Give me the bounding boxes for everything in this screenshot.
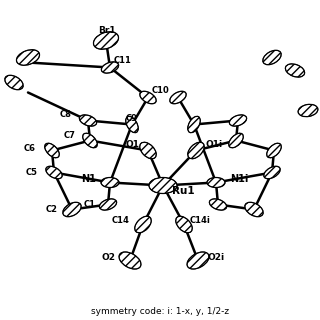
Ellipse shape xyxy=(187,252,209,269)
Ellipse shape xyxy=(264,166,280,179)
Ellipse shape xyxy=(126,116,138,133)
Ellipse shape xyxy=(45,143,59,158)
Text: N1i: N1i xyxy=(230,173,248,183)
Text: C6: C6 xyxy=(24,144,36,153)
Text: C5: C5 xyxy=(26,168,38,177)
Ellipse shape xyxy=(229,133,243,148)
Ellipse shape xyxy=(149,178,177,194)
Ellipse shape xyxy=(263,50,281,65)
Ellipse shape xyxy=(16,50,40,65)
Ellipse shape xyxy=(209,199,227,210)
Text: C11: C11 xyxy=(114,56,132,65)
Text: Br1: Br1 xyxy=(98,26,116,35)
Ellipse shape xyxy=(5,75,23,90)
Text: C1: C1 xyxy=(84,200,96,209)
Text: O1: O1 xyxy=(126,140,140,149)
Ellipse shape xyxy=(176,216,192,233)
Text: O2i: O2i xyxy=(208,253,225,262)
Text: O2: O2 xyxy=(102,253,116,262)
Ellipse shape xyxy=(188,142,204,159)
Ellipse shape xyxy=(267,143,281,158)
Ellipse shape xyxy=(135,216,151,233)
Text: C14: C14 xyxy=(112,216,130,225)
Ellipse shape xyxy=(100,199,116,210)
Text: C8: C8 xyxy=(60,110,72,119)
Ellipse shape xyxy=(93,32,118,49)
Text: C14i: C14i xyxy=(190,216,211,225)
Ellipse shape xyxy=(140,91,156,104)
Ellipse shape xyxy=(140,142,156,159)
Text: C10: C10 xyxy=(152,86,170,95)
Text: C9: C9 xyxy=(126,114,138,123)
Ellipse shape xyxy=(245,202,263,217)
Ellipse shape xyxy=(207,178,225,188)
Ellipse shape xyxy=(83,133,97,148)
Text: C7: C7 xyxy=(64,131,76,140)
Ellipse shape xyxy=(285,64,305,77)
Ellipse shape xyxy=(298,104,318,117)
Ellipse shape xyxy=(101,62,119,73)
Text: symmetry code: i: 1-x, y, 1/2-z: symmetry code: i: 1-x, y, 1/2-z xyxy=(91,308,229,316)
Ellipse shape xyxy=(119,252,141,269)
Ellipse shape xyxy=(229,115,247,126)
Text: C2: C2 xyxy=(46,205,58,214)
Text: Ru1: Ru1 xyxy=(172,186,195,196)
Text: N1: N1 xyxy=(81,173,96,183)
Ellipse shape xyxy=(46,166,62,179)
Ellipse shape xyxy=(63,202,81,217)
Ellipse shape xyxy=(170,91,186,104)
Text: O1i: O1i xyxy=(205,140,222,149)
Ellipse shape xyxy=(79,115,97,126)
Ellipse shape xyxy=(188,116,200,133)
Ellipse shape xyxy=(101,178,119,188)
